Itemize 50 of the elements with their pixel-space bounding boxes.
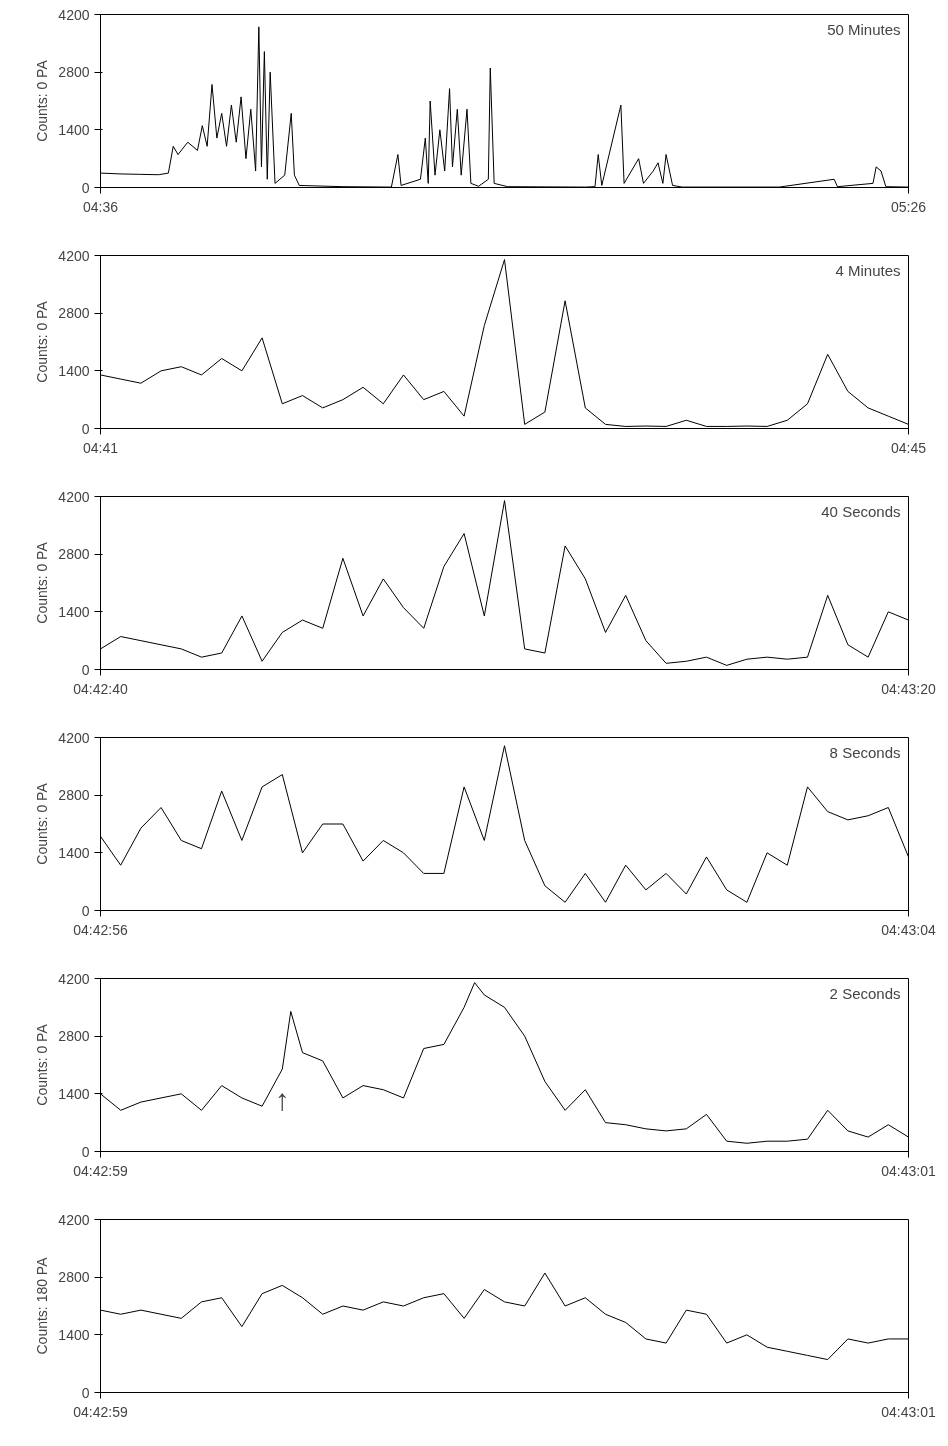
- x-tick-label: 04:45: [890, 439, 927, 456]
- y-axis-title: Counts: 0 PA: [34, 59, 51, 142]
- annotation: 4 Minutes: [835, 261, 901, 279]
- y-axis-title: Counts: 0 PA: [34, 1023, 51, 1106]
- x-tick-label: 04:43:01: [881, 1162, 936, 1179]
- x-tick-label: 04:42:59: [73, 1162, 128, 1179]
- y-tick-label: 0: [81, 902, 90, 919]
- y-tick-label: 4200: [58, 488, 90, 505]
- x-tick-label: 04:43:20: [881, 680, 936, 697]
- y-tick-label: 1400: [58, 362, 90, 379]
- annotation: ↑: [274, 1083, 290, 1117]
- y-tick-label: 1400: [58, 121, 90, 138]
- y-tick-label: 2800: [58, 1028, 90, 1045]
- x-tick-label: 04:42:59: [73, 1403, 128, 1420]
- annotation: 50 Minutes: [827, 20, 901, 38]
- annotation: 40 Seconds: [821, 502, 901, 520]
- x-tick-label: 04:42:56: [73, 921, 128, 938]
- annotation: 2 Seconds: [829, 984, 901, 1002]
- y-axis-title: Counts: 180 PA: [34, 1256, 51, 1355]
- y-tick-label: 0: [81, 1143, 90, 1160]
- y-tick-label: 0: [81, 179, 90, 196]
- y-tick-label: 2800: [58, 546, 90, 563]
- x-tick-label: 04:43:04: [881, 921, 936, 938]
- y-tick-label: 0: [81, 1384, 90, 1401]
- y-tick-label: 2800: [58, 1269, 90, 1286]
- y-axis-title: Counts: 0 PA: [34, 541, 51, 624]
- y-tick-label: 2800: [58, 787, 90, 804]
- x-tick-label: 04:41: [82, 439, 119, 456]
- line-series: [100, 1272, 909, 1361]
- y-tick-label: 0: [81, 420, 90, 437]
- y-tick-label: 1400: [58, 1085, 90, 1102]
- y-tick-label: 1400: [58, 1326, 90, 1343]
- x-tick-label: 04:42:40: [73, 680, 128, 697]
- y-tick-label: 0: [81, 661, 90, 678]
- y-tick-label: 2800: [58, 305, 90, 322]
- y-tick-label: 4200: [58, 247, 90, 264]
- y-tick-label: 1400: [58, 844, 90, 861]
- y-axis-title: Counts: 0 PA: [34, 782, 51, 865]
- y-axis-title: Counts: 0 PA: [34, 300, 51, 383]
- y-tick-label: 4200: [58, 970, 90, 987]
- x-tick-label: 04:43:01: [881, 1403, 936, 1420]
- x-tick-label: 05:26: [890, 198, 927, 215]
- x-tick-label: 04:36: [82, 198, 119, 215]
- y-tick-label: 1400: [58, 603, 90, 620]
- y-tick-label: 2800: [58, 64, 90, 81]
- y-tick-label: 4200: [58, 6, 90, 23]
- line-series: [100, 500, 909, 666]
- y-tick-label: 4200: [58, 1211, 90, 1228]
- annotation: 8 Seconds: [829, 743, 901, 761]
- y-tick-label: 4200: [58, 729, 90, 746]
